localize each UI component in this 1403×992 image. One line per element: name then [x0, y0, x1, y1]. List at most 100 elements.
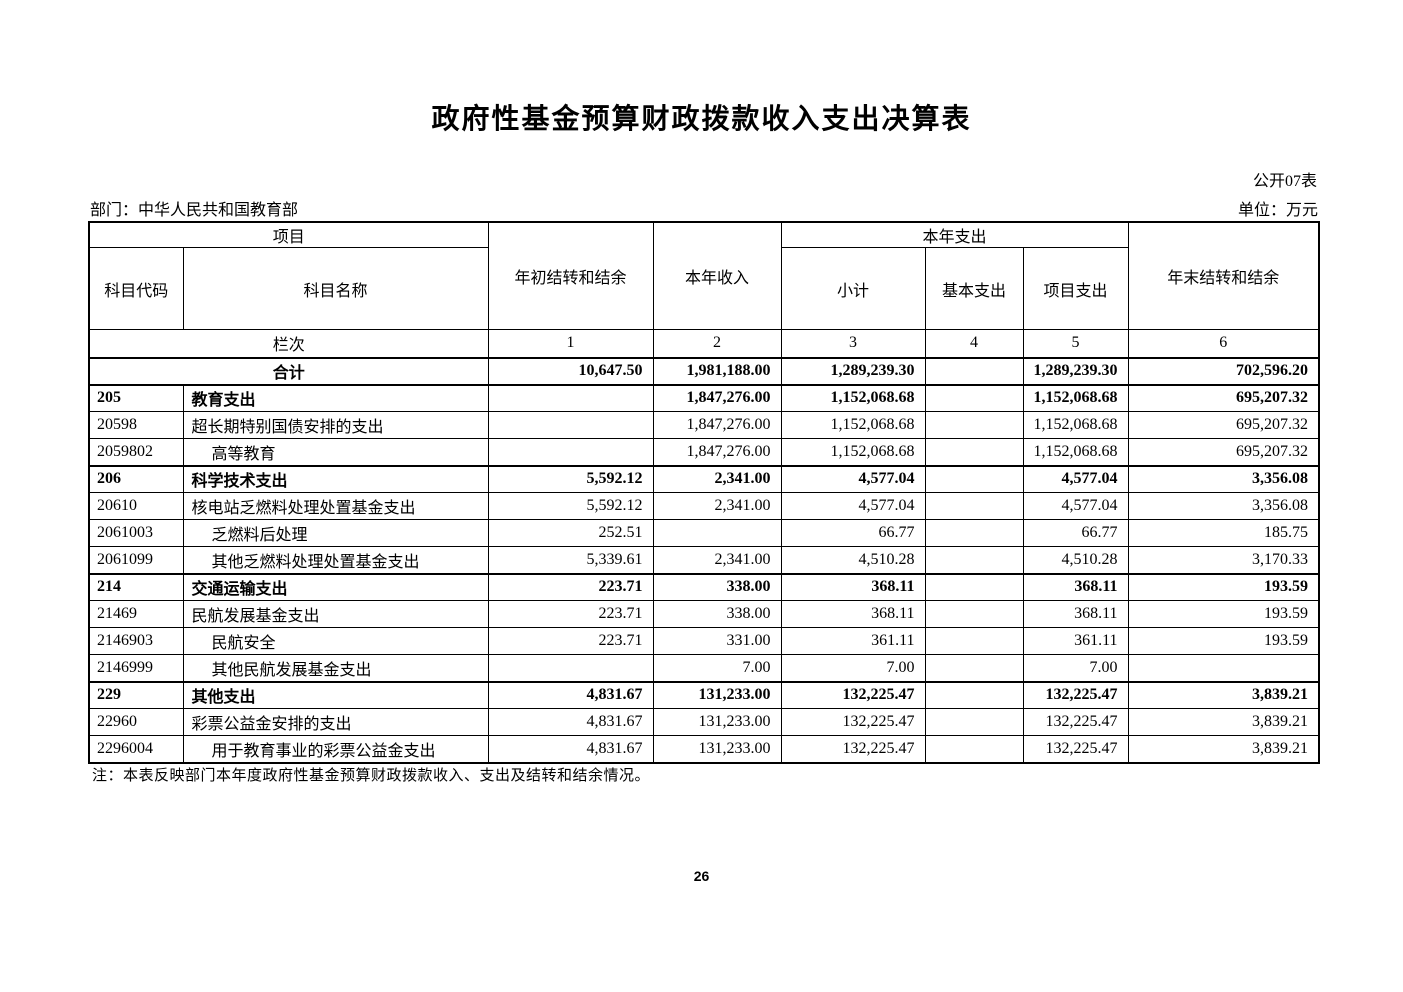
value-cell: 1,152,068.68	[1022, 438, 1129, 466]
value-cell	[924, 492, 1024, 520]
value-cell: 7.00	[1022, 654, 1129, 682]
subject-code-cell: 214	[88, 572, 184, 601]
value-cell: 4,510.28	[780, 546, 926, 574]
header-row-1: 项目 年初结转和结余 本年收入 本年支出 年末结转和结余	[88, 221, 1320, 330]
subject-name-cell: 其他乏燃料处理处置基金支出	[182, 546, 489, 574]
table-row: 2146903 民航安全 223.71 331.00 361.11 361.11 193.5…	[88, 627, 1320, 655]
value-cell	[924, 411, 1024, 439]
subject-name-cell: 超长期特别国债安排的支出	[182, 411, 489, 439]
table-row: 2146999 其他民航发展基金支出 7.00 7.00 7.00	[88, 654, 1320, 682]
value-cell: 1,152,068.68	[1022, 383, 1129, 412]
value-cell: 4,510.28	[1022, 546, 1129, 574]
value-cell: 4,577.04	[1022, 492, 1129, 520]
value-cell	[487, 383, 654, 412]
value-cell: 5,339.61	[487, 546, 654, 574]
header-subtotal: 小计	[780, 247, 926, 330]
subject-name-cell: 其他民航发展基金支出	[182, 654, 489, 682]
value-cell	[924, 735, 1024, 763]
value-cell: 1,847,276.00	[652, 438, 782, 466]
value-cell: 368.11	[780, 600, 926, 628]
value-cell: 4,831.67	[487, 735, 654, 763]
value-cell: 1,847,276.00	[652, 411, 782, 439]
value-cell: 193.59	[1127, 627, 1320, 655]
value-cell: 7.00	[652, 654, 782, 682]
table-row: 2059802 高等教育 1,847,276.00 1,152,068.68 1,152…	[88, 438, 1320, 466]
table-row: 20598 超长期特别国债安排的支出 1,847,276.00 1,152,068.6…	[88, 411, 1320, 439]
value-cell: 223.71	[487, 600, 654, 628]
subject-name-cell: 用于教育事业的彩票公益金支出	[182, 735, 489, 763]
subject-code-cell: 2146999	[88, 654, 184, 682]
value-cell	[924, 519, 1024, 547]
header-subject-name: 科目名称	[182, 247, 489, 330]
subject-code-cell: 20610	[88, 492, 184, 520]
column-number: 6	[1127, 329, 1320, 358]
column-index-row: 栏次 1 2 3 4 5 6	[88, 329, 1320, 358]
header-year-end-balance: 年末结转和结余	[1127, 221, 1320, 330]
value-cell: 338.00	[652, 600, 782, 628]
value-cell	[924, 708, 1024, 736]
value-cell	[924, 654, 1024, 682]
budget-table: 项目 年初结转和结余 本年收入 本年支出 年末结转和结余 科目代码 科目名称 小…	[88, 221, 1321, 764]
page-title: 政府性基金预算财政拨款收入支出决算表	[431, 104, 972, 135]
value-cell: 3,170.33	[1127, 546, 1320, 574]
subject-code-cell: 2061003	[88, 519, 184, 547]
meta-row: 部门：中华人民共和国教育部 单位：万元	[90, 196, 1318, 220]
value-cell: 361.11	[780, 627, 926, 655]
value-cell: 2,341.00	[652, 492, 782, 520]
value-cell: 132,225.47	[1022, 735, 1129, 763]
subject-code-cell: 2059802	[88, 438, 184, 466]
department-label: 部门：中华人民共和国教育部	[90, 202, 299, 219]
value-cell: 1,289,239.30	[780, 356, 926, 385]
value-cell: 695,207.32	[1127, 383, 1320, 412]
table-row: 2061099 其他乏燃料处理处置基金支出 5,339.61 2,341.00 4,51…	[88, 546, 1320, 574]
value-cell: 368.11	[1022, 600, 1129, 628]
value-cell: 3,839.21	[1127, 708, 1320, 736]
subject-name-cell: 高等教育	[182, 438, 489, 466]
value-cell: 4,577.04	[1022, 464, 1129, 493]
value-cell: 193.59	[1127, 600, 1320, 628]
value-cell: 2,341.00	[652, 546, 782, 574]
subject-code-cell: 2061099	[88, 546, 184, 574]
subject-name-cell: 教育支出	[182, 383, 489, 412]
header-current-year-income: 本年收入	[652, 221, 782, 330]
value-cell: 1,847,276.00	[652, 383, 782, 412]
value-cell: 4,831.67	[487, 680, 654, 709]
column-number: 5	[1022, 329, 1129, 358]
value-cell: 66.77	[1022, 519, 1129, 547]
value-cell: 185.75	[1127, 519, 1320, 547]
value-cell: 3,839.21	[1127, 680, 1320, 709]
value-cell: 131,233.00	[652, 735, 782, 763]
value-cell: 132,225.47	[780, 708, 926, 736]
value-cell: 132,225.47	[780, 735, 926, 763]
value-cell: 368.11	[1022, 572, 1129, 601]
table-row: 2296004 用于教育事业的彩票公益金支出 4,831.67 131,233.00 1…	[88, 735, 1320, 763]
header-opening-balance: 年初结转和结余	[487, 221, 654, 330]
value-cell: 331.00	[652, 627, 782, 655]
column-number: 2	[652, 329, 782, 358]
value-cell: 131,233.00	[652, 708, 782, 736]
column-number: 1	[487, 329, 654, 358]
subject-code-cell: 205	[88, 383, 184, 412]
subject-code-cell: 21469	[88, 600, 184, 628]
subject-code-cell: 20598	[88, 411, 184, 439]
value-cell: 132,225.47	[1022, 708, 1129, 736]
subject-name-cell: 科学技术支出	[182, 464, 489, 493]
column-index-label: 栏次	[88, 329, 489, 358]
value-cell	[487, 411, 654, 439]
footnote: 注：本表反映部门本年度政府性基金预算财政拨款收入、支出及结转和结余情况。	[92, 768, 651, 784]
value-cell: 4,577.04	[780, 492, 926, 520]
value-cell: 5,592.12	[487, 464, 654, 493]
value-cell: 368.11	[780, 572, 926, 601]
table-row: 21469 民航发展基金支出 223.71 338.00 368.11 368.11 193…	[88, 600, 1320, 628]
subject-code-cell: 2146903	[88, 627, 184, 655]
page-number: 26	[693, 868, 710, 884]
value-cell	[924, 464, 1024, 493]
table-row: 2061003 乏燃料后处理 252.51 66.77 66.77 185.75	[88, 519, 1320, 547]
header-subject-code: 科目代码	[88, 247, 184, 330]
header-project-expenditure: 项目支出	[1022, 247, 1129, 330]
value-cell: 132,225.47	[1022, 680, 1129, 709]
value-cell: 132,225.47	[780, 680, 926, 709]
value-cell: 7.00	[780, 654, 926, 682]
value-cell: 361.11	[1022, 627, 1129, 655]
table-row: 205 教育支出 1,847,276.00 1,152,068.68 1,152,068…	[88, 383, 1320, 412]
